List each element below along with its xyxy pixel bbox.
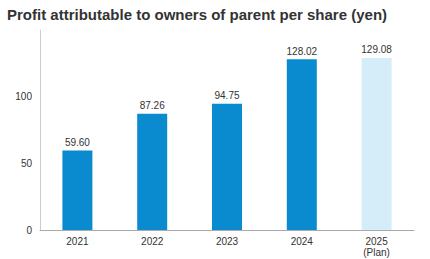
svg-text:59.60: 59.60 — [65, 137, 90, 148]
svg-text:2023: 2023 — [216, 236, 239, 247]
svg-text:87.26: 87.26 — [140, 100, 165, 111]
svg-text:2022: 2022 — [141, 236, 164, 247]
svg-text:Profit attributable to owners: Profit attributable to owners of parent … — [7, 6, 387, 23]
svg-text:2021: 2021 — [66, 236, 89, 247]
svg-text:2025: 2025 — [365, 236, 388, 247]
svg-text:128.02: 128.02 — [287, 46, 318, 57]
svg-text:2024: 2024 — [291, 236, 314, 247]
svg-text:129.08: 129.08 — [361, 44, 392, 55]
svg-text:94.75: 94.75 — [214, 90, 239, 101]
svg-text:(Plan): (Plan) — [363, 247, 390, 258]
svg-text:100: 100 — [15, 91, 32, 102]
svg-text:0: 0 — [26, 225, 32, 236]
svg-text:50: 50 — [21, 158, 33, 169]
